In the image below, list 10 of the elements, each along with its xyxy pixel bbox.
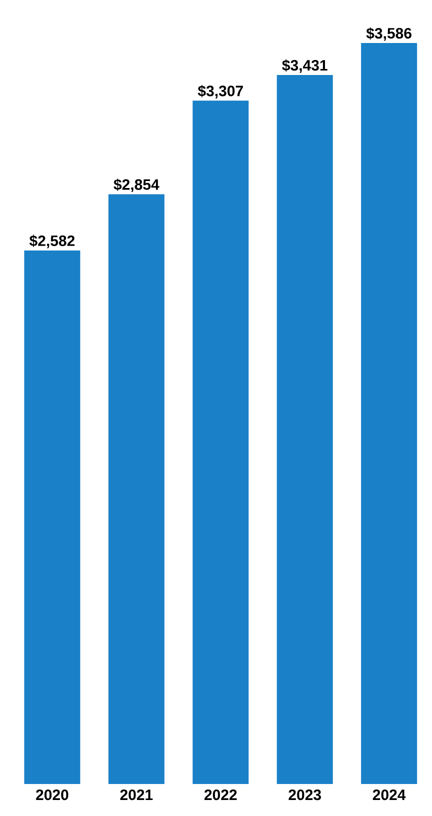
data-label: $3,307 — [198, 84, 243, 98]
x-tick-label: 2022 — [204, 790, 237, 800]
x-tick-label: 2023 — [288, 790, 321, 800]
data-label: $2,582 — [29, 234, 75, 248]
x-tick-label: 2021 — [120, 790, 153, 800]
data-label: $3,431 — [282, 59, 328, 73]
data-label: $2,854 — [114, 178, 160, 192]
data-label: $3,586 — [366, 27, 412, 41]
x-tick-label: 2020 — [36, 790, 68, 800]
x-tick-label: 2024 — [372, 790, 406, 800]
